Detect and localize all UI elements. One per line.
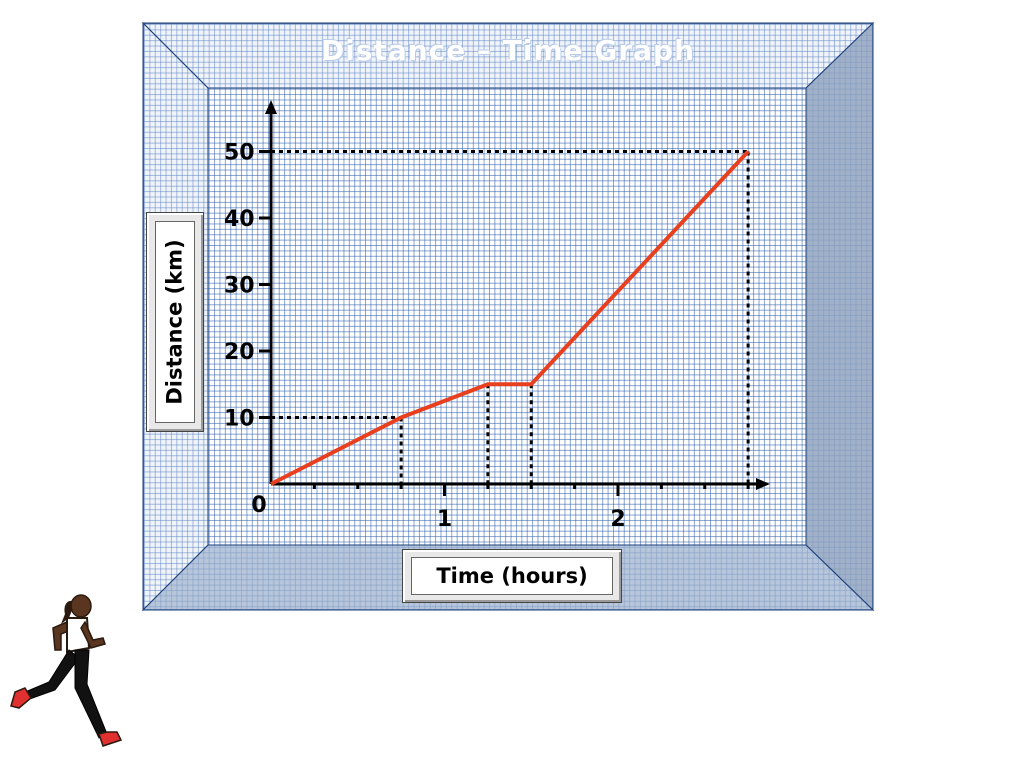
y-axis-label-box: Distance (km) xyxy=(146,212,204,432)
chart-title: Distance – Time Graph xyxy=(320,34,696,67)
ticks xyxy=(259,150,750,496)
y-axis-arrow xyxy=(265,100,277,114)
tick-labels: 10 20 30 40 50 0 1 2 xyxy=(224,141,626,533)
runner-front-leg xyxy=(74,649,108,739)
runner-front-shoe xyxy=(98,731,123,747)
x-axis-label-box: Time (hours) xyxy=(402,549,622,603)
x-tick-label-1: 1 xyxy=(437,507,452,532)
y-tick-label-50: 50 xyxy=(224,141,255,166)
runner-head xyxy=(70,594,92,618)
y-axis-label: Distance (km) xyxy=(163,239,187,405)
graph-paper-frame xyxy=(143,23,873,610)
runner-front-arm xyxy=(80,620,106,649)
guide-lines xyxy=(271,150,750,484)
axes xyxy=(265,100,770,490)
series-line-0 xyxy=(270,150,750,486)
x-tick-label-2: 2 xyxy=(610,507,625,532)
x-axis-arrow xyxy=(756,478,770,490)
x-axis-label: Time (hours) xyxy=(411,557,613,595)
y-tick-label-10: 10 xyxy=(224,407,255,432)
runner-back-leg xyxy=(24,649,80,701)
y-tick-label-20: 20 xyxy=(224,340,255,365)
runner-illustration xyxy=(10,594,123,747)
y-tick-label-40: 40 xyxy=(224,207,255,232)
x-tick-label-0: 0 xyxy=(251,493,266,518)
runner-back-shoe xyxy=(10,687,32,709)
series xyxy=(270,150,750,486)
y-tick-label-30: 30 xyxy=(224,274,255,299)
